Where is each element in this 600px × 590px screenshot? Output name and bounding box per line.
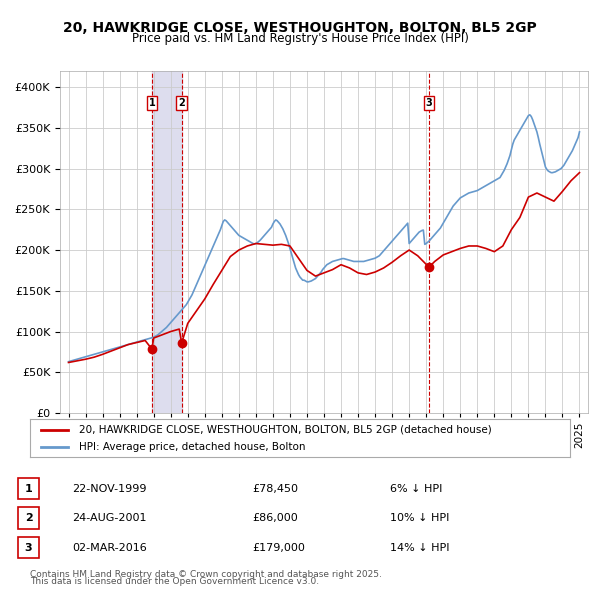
Text: 3: 3 (425, 99, 433, 109)
Text: 20, HAWKRIDGE CLOSE, WESTHOUGHTON, BOLTON, BL5 2GP (detached house): 20, HAWKRIDGE CLOSE, WESTHOUGHTON, BOLTO… (79, 425, 491, 435)
Text: 22-NOV-1999: 22-NOV-1999 (72, 484, 146, 493)
Text: HPI: Average price, detached house, Bolton: HPI: Average price, detached house, Bolt… (79, 441, 305, 451)
Text: Price paid vs. HM Land Registry's House Price Index (HPI): Price paid vs. HM Land Registry's House … (131, 32, 469, 45)
Text: 1: 1 (25, 484, 32, 493)
Bar (152, 71, 182, 413)
Text: 2: 2 (25, 513, 32, 523)
Text: 6% ↓ HPI: 6% ↓ HPI (390, 484, 442, 493)
Text: This data is licensed under the Open Government Licence v3.0.: This data is licensed under the Open Gov… (30, 578, 319, 586)
Text: £78,450: £78,450 (252, 484, 298, 493)
Text: 10% ↓ HPI: 10% ↓ HPI (390, 513, 449, 523)
Text: 14% ↓ HPI: 14% ↓ HPI (390, 543, 449, 552)
Text: £179,000: £179,000 (252, 543, 305, 552)
Text: 3: 3 (25, 543, 32, 552)
Text: £86,000: £86,000 (252, 513, 298, 523)
Text: Contains HM Land Registry data © Crown copyright and database right 2025.: Contains HM Land Registry data © Crown c… (30, 571, 382, 579)
Text: 1: 1 (149, 99, 155, 109)
Text: 20, HAWKRIDGE CLOSE, WESTHOUGHTON, BOLTON, BL5 2GP: 20, HAWKRIDGE CLOSE, WESTHOUGHTON, BOLTO… (63, 21, 537, 35)
Text: 02-MAR-2016: 02-MAR-2016 (72, 543, 147, 552)
Text: 2: 2 (178, 99, 185, 109)
Text: 24-AUG-2001: 24-AUG-2001 (72, 513, 146, 523)
